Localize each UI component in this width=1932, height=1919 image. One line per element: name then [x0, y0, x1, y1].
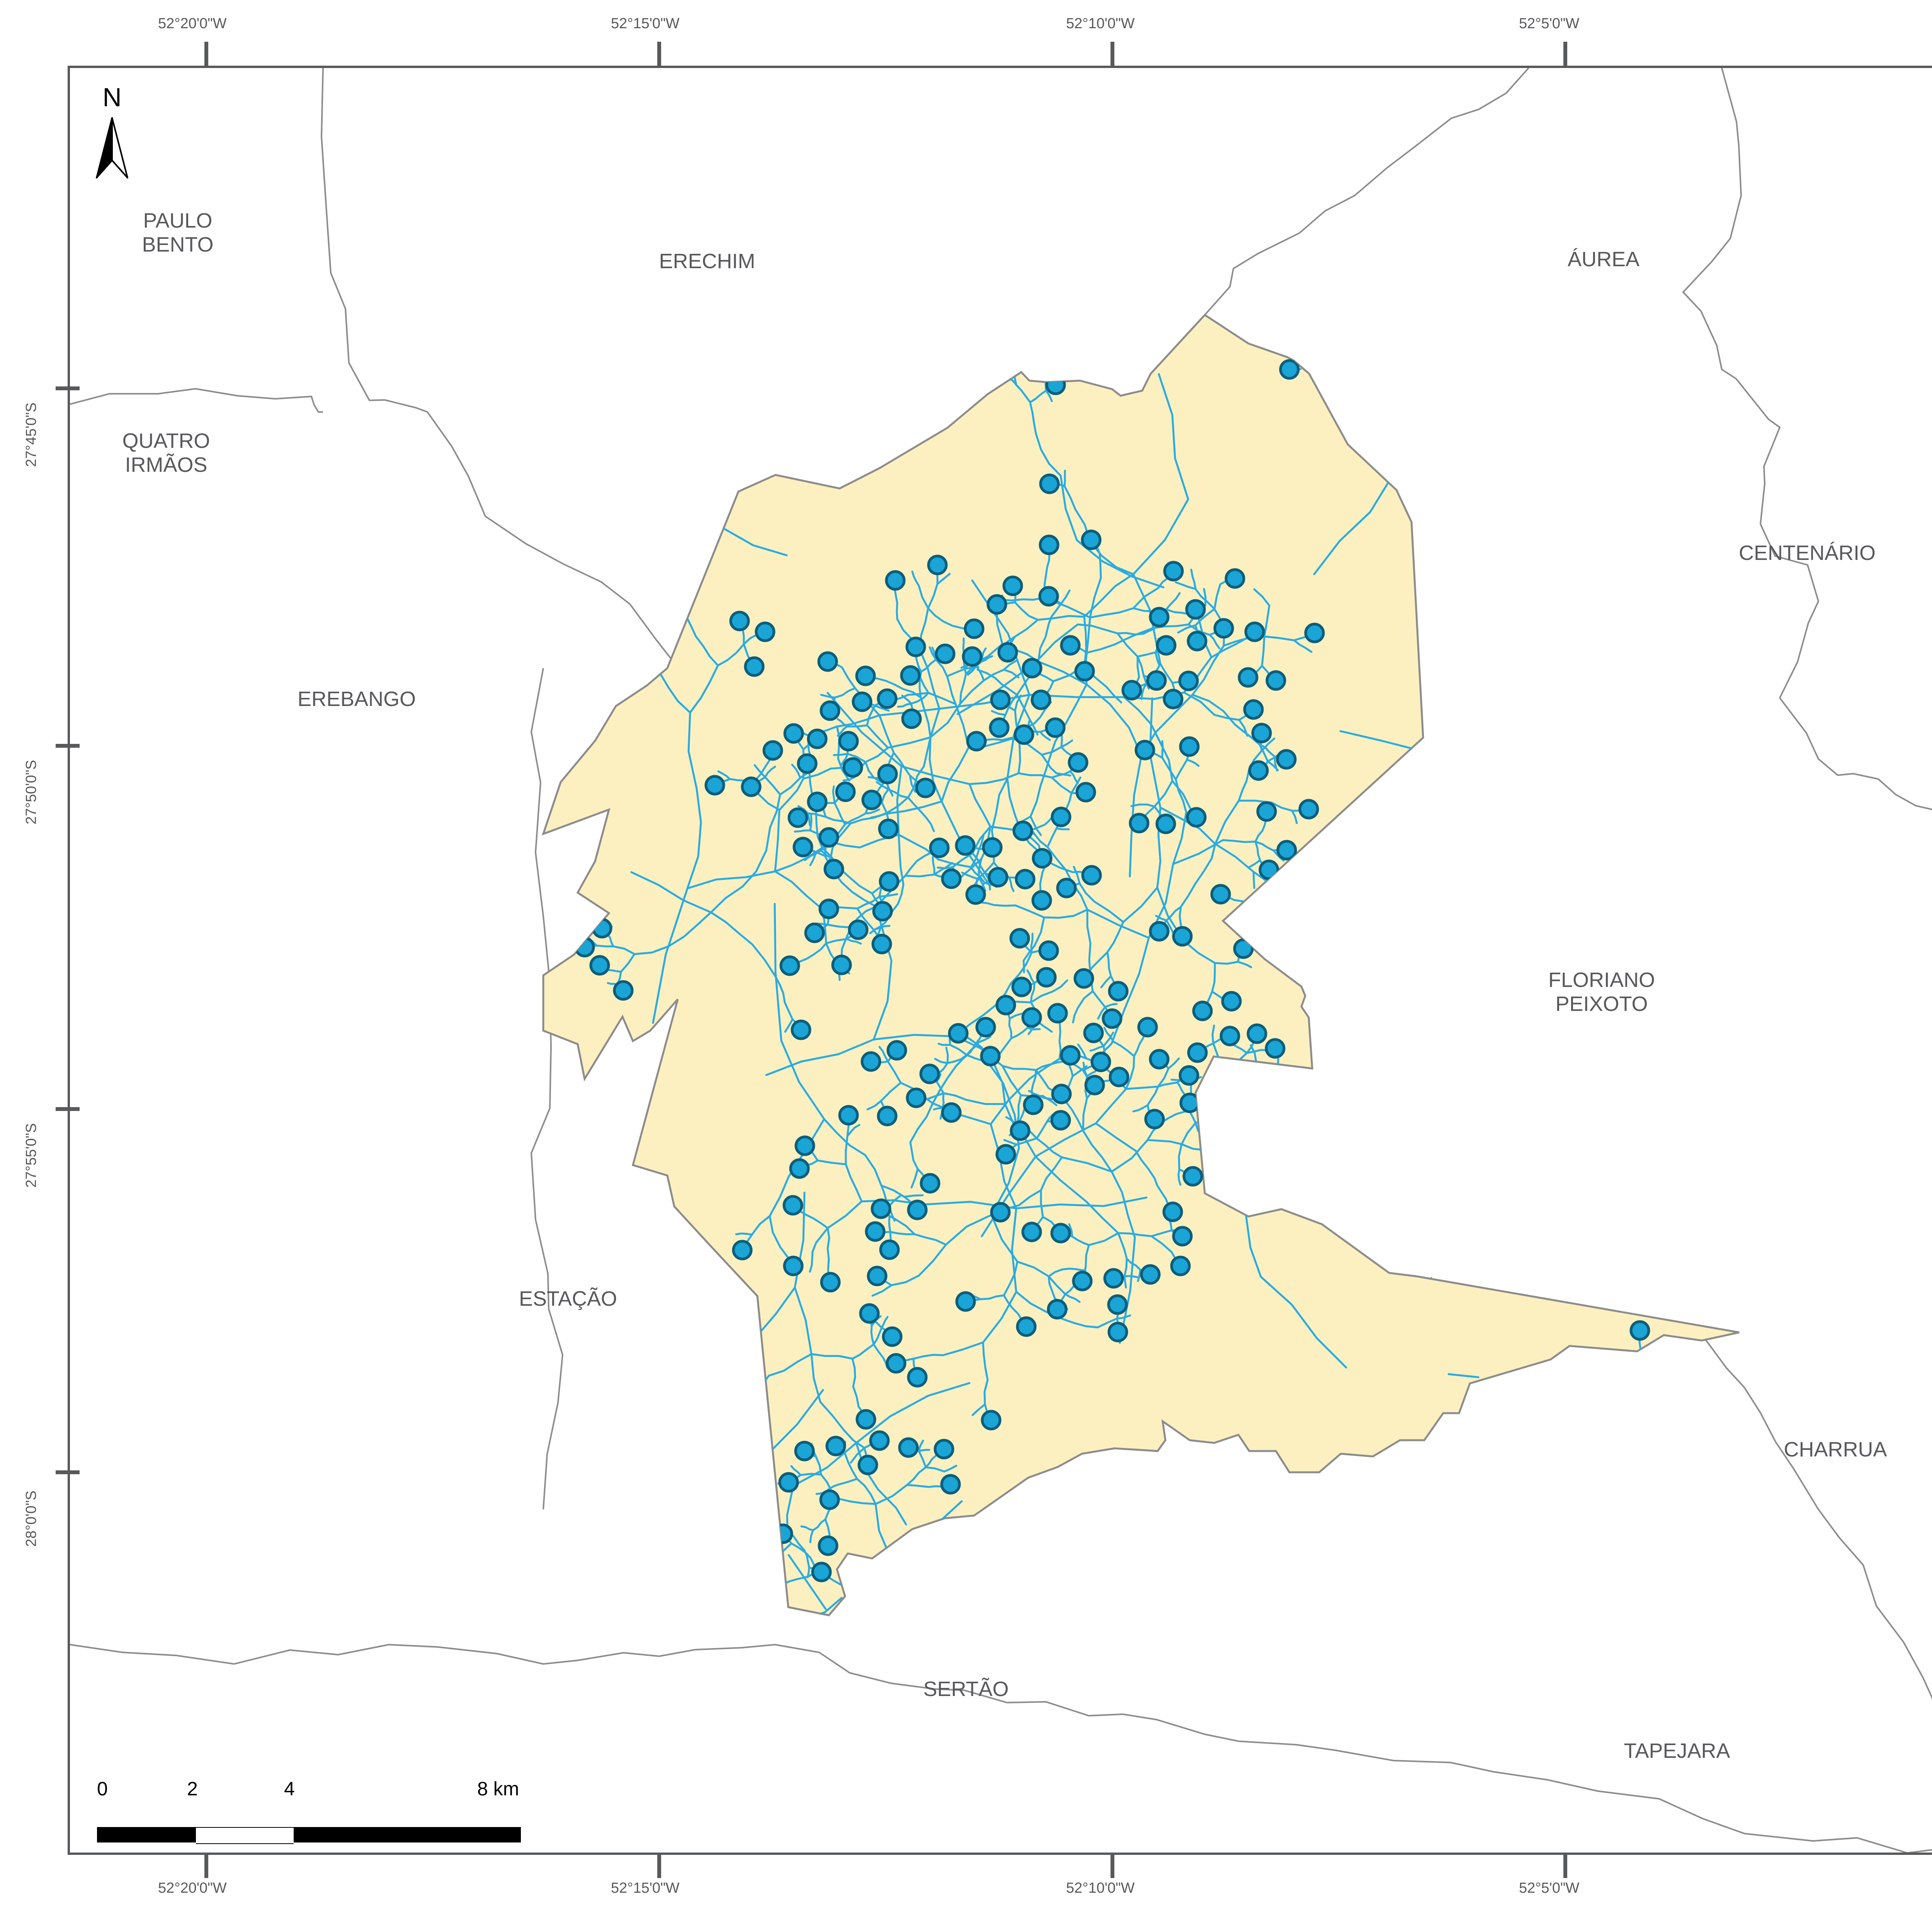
svg-text:N: N: [102, 83, 121, 112]
